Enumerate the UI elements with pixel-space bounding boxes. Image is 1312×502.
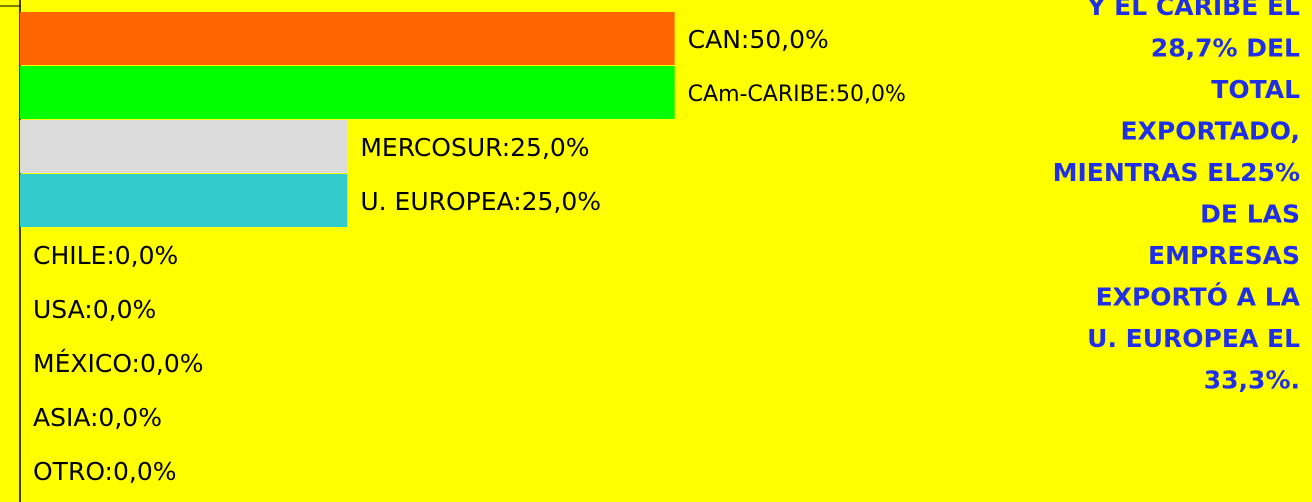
annotation-line: MIENTRAS EL25%	[1053, 158, 1300, 187]
data-label: CHILE:0,0%	[33, 241, 178, 270]
data-label: CAm-CARIBE:50,0%	[688, 82, 906, 107]
annotation-line: EXPORTADO,	[1121, 117, 1300, 146]
annotation-line: TOTAL	[1211, 75, 1300, 104]
data-label: CAN:50,0%	[688, 25, 829, 54]
annotation-line: DE LAS	[1200, 200, 1300, 229]
data-label: U. EUROPEA:25,0%	[360, 187, 601, 216]
bar	[20, 12, 675, 65]
bar	[20, 120, 348, 173]
data-label: MERCOSUR:25,0%	[360, 133, 589, 162]
annotation-line: Y EL CARIBE EL	[1086, 0, 1300, 21]
bar	[20, 174, 348, 227]
annotation-line: U. EUROPEA EL	[1087, 324, 1300, 353]
bar	[20, 66, 675, 119]
data-label: OTRO:0,0%	[33, 457, 177, 486]
annotation-line: 28,7% DEL	[1151, 34, 1300, 63]
annotation-line: EXPORTÓ A LA	[1096, 282, 1301, 312]
data-label: MÉXICO:0,0%	[33, 349, 204, 378]
annotation-line: 33,3%.	[1204, 366, 1300, 395]
data-label: USA:0,0%	[33, 295, 156, 324]
data-label: ASIA:0,0%	[33, 403, 162, 432]
annotation-line: EMPRESAS	[1148, 241, 1300, 270]
